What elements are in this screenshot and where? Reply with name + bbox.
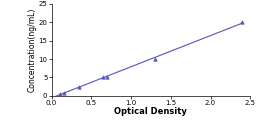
Point: [101, 77, 105, 78]
X-axis label: Optical Density: Optical Density: [115, 108, 187, 116]
Point: [105, 76, 109, 78]
Point: [153, 58, 157, 60]
Y-axis label: Concentration(ng/mL): Concentration(ng/mL): [28, 8, 37, 92]
Point: [58, 93, 62, 95]
Point: [61, 92, 66, 94]
Point: [240, 21, 244, 23]
Point: [77, 86, 82, 88]
